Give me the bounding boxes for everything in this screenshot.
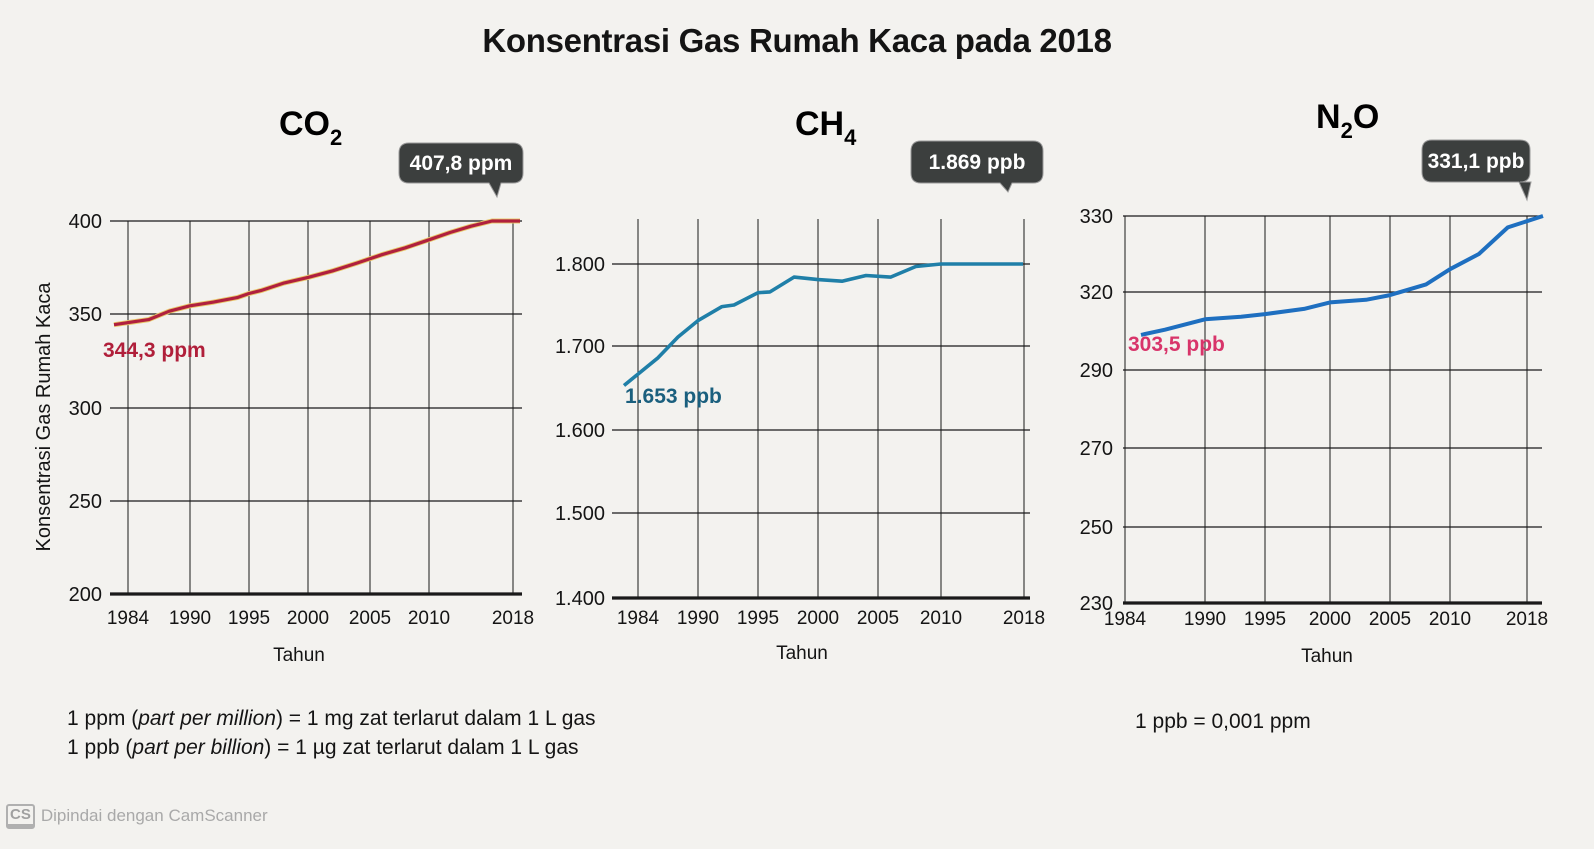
x-tick-label: 2018 (492, 608, 534, 629)
line-series-n2o (1140, 214, 1544, 337)
x-tick-label: 2010 (1429, 609, 1471, 630)
end-value-bubble-ch4: 1.869 ppb (910, 140, 1044, 193)
end-value-bubble-n2o: 331,1 ppb (1421, 139, 1532, 202)
start-value-label-n2o: 303,5 ppb (1128, 333, 1225, 356)
y-tick-label: 270 (1080, 438, 1113, 460)
x-tick-label: 1995 (737, 608, 779, 629)
grid-co2 (110, 220, 522, 596)
x-axis-label-co2: Tahun (273, 645, 325, 666)
x-ticks-n2o: 1984 1990 1995 2000 2005 2010 2018 (1104, 609, 1548, 630)
chart-co2: CO2 400 350 300 250 200 1984 1990 1995 2000 2005… (69, 105, 535, 666)
x-tick-label: 1990 (169, 608, 211, 629)
y-tick-label: 330 (1080, 206, 1113, 228)
y-ticks-n2o: 330 320 290 270 250 230 (1080, 206, 1113, 615)
svg-text:407,8 ppm: 407,8 ppm (410, 152, 513, 175)
watermark-text: Dipindai dengan CamScanner (40, 806, 268, 825)
line-series-co2 (113, 219, 520, 327)
y-tick-label: 320 (1080, 282, 1113, 304)
x-tick-label: 1984 (107, 608, 150, 629)
x-tick-label: 2010 (408, 608, 450, 629)
y-axis-label: Konsentrasi Gas Rumah Kaca (33, 282, 55, 552)
y-ticks-ch4: 1.800 1.700 1.600 1.500 1.400 (555, 254, 605, 610)
x-axis-label-ch4: Tahun (776, 643, 828, 664)
x-tick-label: 2018 (1003, 608, 1045, 629)
x-ticks-co2: 1984 1990 1995 2000 2005 2010 2018 (107, 608, 534, 629)
x-tick-label: 2005 (857, 608, 899, 629)
x-tick-label: 2010 (920, 608, 962, 629)
x-tick-label: 2018 (1506, 609, 1548, 630)
ppb-conversion-note: 1 ppb = 0,001 ppm (1135, 710, 1311, 733)
x-tick-label: 1990 (1184, 609, 1226, 630)
y-tick-label: 1.700 (555, 336, 605, 358)
svg-text:331,1 ppb: 331,1 ppb (1428, 150, 1525, 173)
grid-n2o (1123, 215, 1542, 605)
grid-ch4 (612, 219, 1030, 600)
start-value-label-ch4: 1.653 ppb (625, 385, 722, 408)
x-tick-label: 1984 (1104, 609, 1147, 630)
y-tick-label: 230 (1080, 593, 1113, 615)
y-tick-label: 1.500 (555, 503, 605, 525)
x-ticks-ch4: 1984 1990 1995 2000 2005 2010 2018 (617, 608, 1045, 629)
y-tick-label: 1.800 (555, 254, 605, 276)
unit-definitions: 1 ppm (part per million) = 1 mg zat terl… (67, 704, 596, 762)
y-tick-label: 290 (1080, 360, 1113, 382)
x-tick-label: 1984 (617, 608, 660, 629)
chart-title-co2: CO2 (279, 105, 342, 150)
chart-title-n2o: N2O (1316, 98, 1379, 143)
y-tick-label: 300 (69, 398, 102, 420)
x-tick-label: 1995 (228, 608, 270, 629)
scanner-watermark: CS Dipindai dengan CamScanner (6, 803, 268, 829)
end-value-bubble-co2: 407,8 ppm (398, 142, 524, 199)
y-ticks-co2: 400 350 300 250 200 (69, 211, 102, 606)
ppb-definition: 1 ppb (part per billion) = 1 µg zat terl… (67, 736, 579, 759)
y-tick-label: 1.600 (555, 420, 605, 442)
y-tick-label: 250 (69, 491, 102, 513)
y-tick-label: 350 (69, 304, 102, 326)
x-tick-label: 2000 (797, 608, 839, 629)
start-value-label-co2: 344,3 ppm (103, 339, 206, 362)
page-title: Konsentrasi Gas Rumah Kaca pada 2018 (482, 22, 1112, 59)
x-tick-label: 2005 (1369, 609, 1411, 630)
camscanner-logo-icon: CS (6, 803, 35, 829)
x-axis-label-n2o: Tahun (1301, 646, 1353, 667)
y-tick-label: 1.400 (555, 588, 605, 610)
chart-title-ch4: CH4 (795, 105, 857, 150)
x-tick-label: 2005 (349, 608, 391, 629)
x-tick-label: 2000 (1309, 609, 1351, 630)
x-tick-label: 1995 (1244, 609, 1286, 630)
y-tick-label: 200 (69, 584, 102, 606)
ppm-definition: 1 ppm (part per million) = 1 mg zat terl… (67, 707, 596, 730)
y-tick-label: 400 (69, 211, 102, 233)
x-tick-label: 2000 (287, 608, 329, 629)
x-tick-label: 1990 (677, 608, 719, 629)
chart-n2o: N2O 330 320 290 270 250 230 1984 1990 1995 2000 2… (1080, 98, 1549, 667)
svg-text:1.869 ppb: 1.869 ppb (929, 151, 1026, 174)
line-series-ch4 (622, 262, 1023, 387)
y-tick-label: 250 (1080, 517, 1113, 539)
